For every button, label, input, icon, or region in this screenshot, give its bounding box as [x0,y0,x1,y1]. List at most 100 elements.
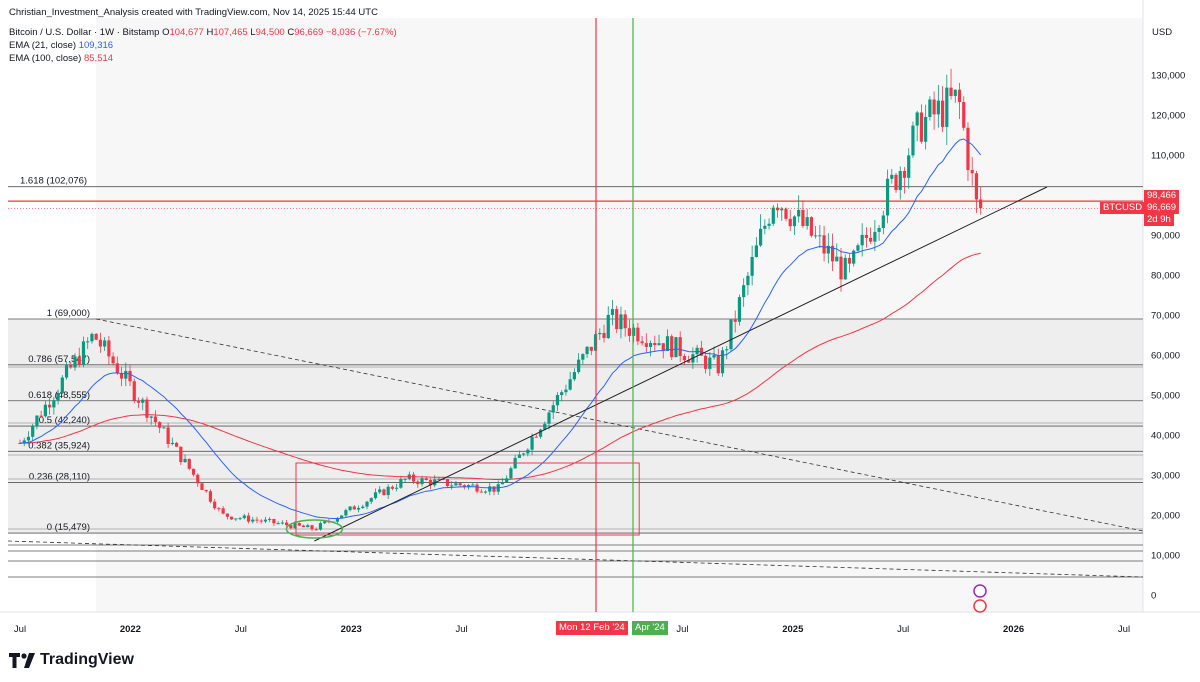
candle-body [538,429,543,437]
candle-body [852,250,856,264]
candle-body [957,89,962,103]
price-tick-label: 110,000 [1151,151,1185,162]
candle-body [970,170,974,174]
price-tick-label: 90,000 [1151,231,1180,242]
candle-body [230,516,234,520]
candle-body [670,336,674,358]
price-tick-label: 60,000 [1151,351,1180,362]
price-axis-currency[interactable]: USD [1152,27,1173,38]
candle-body [835,256,839,262]
candle-body [98,339,103,347]
candle-body [132,381,136,401]
candle-body [246,515,251,522]
candle-body [174,442,179,447]
tradingview-logo[interactable]: TradingView [9,651,134,669]
candle-body [615,309,619,330]
fib-level-label: 0.236 (28,110) [29,472,90,483]
fib-level-label: 1 (69,000) [47,308,90,319]
candle-body [124,370,128,379]
indicator-ema100-value: 85,514 [83,53,114,64]
candle-body [877,227,881,232]
candle-body [712,355,716,358]
candle-body [708,357,712,369]
candle-body [505,478,509,483]
candle-body [64,365,69,378]
price-tick-label: 80,000 [1151,271,1180,282]
candle-body [153,416,158,423]
fib-level-label: 0.786 (57,547) [28,354,90,365]
candle-body [335,518,339,522]
candle-body [378,489,382,493]
candle-body [932,99,936,115]
candle-body [928,99,932,117]
candle-body [348,506,352,511]
candle-body [416,481,420,485]
indicator-ema21-value: 109,316 [78,40,114,51]
candle-body [945,87,949,127]
symbol-tag: BTCUSD [1100,202,1146,214]
candle-body [754,245,758,257]
candle-body [306,525,310,528]
candle-body [890,174,894,179]
fib-level-label: 0.382 (35,924) [28,440,90,451]
candle-body [90,333,94,342]
candle-body [746,275,750,286]
candle-body [695,347,699,355]
dashed-trendline [7,540,1144,578]
candle-body [720,350,725,374]
candle-body [462,485,466,488]
indicator-ema21[interactable]: EMA (21, close) 109,316 [9,40,113,51]
candle-body [974,173,979,200]
candle-body [437,478,441,480]
candle-body [809,217,813,236]
candle-body [936,100,940,115]
candle-body [458,483,462,486]
ema21-line [19,138,982,519]
candle-body [577,359,581,373]
ohlc-high-label: H [206,27,214,38]
time-tick-label: Jul [897,624,909,635]
candle-body [466,485,471,488]
red-date-tag: Mon 12 Feb '24 [556,621,628,635]
candle-body [830,245,835,262]
candle-body [962,102,966,128]
candle-body [191,468,196,475]
candle-body [128,370,132,382]
price-tick-label: 20,000 [1151,511,1180,522]
candle-body [763,225,767,229]
candle-body [864,234,868,238]
candle-body [475,484,479,492]
candle-body [225,513,229,517]
candle-body [632,327,636,336]
candle-body [924,116,928,142]
candle-body [564,389,568,393]
candle-body [399,479,403,488]
candle-body [953,89,957,96]
candle-body [522,453,526,455]
symbol-name[interactable]: Bitcoin / U.S. Dollar · 1W · Bitstamp [9,27,160,38]
ohlc-high: 107,465 [213,27,248,38]
candle-body [843,257,847,280]
indicator-ema100[interactable]: EMA (100, close) 85,514 [9,53,113,64]
candle-body [289,525,293,529]
price-tick-label: 30,000 [1151,471,1180,482]
fib-level-label: 1.618 (102,076) [20,176,87,187]
ohlc-close: 96,669 [294,27,324,38]
candle-body [369,498,373,502]
event-icon [973,584,987,598]
candle-body [77,356,81,366]
candle-body [911,125,915,156]
candle-body [716,355,720,374]
candle-body [39,415,43,417]
price-tick-label: 130,000 [1151,71,1185,82]
candle-body [145,399,149,418]
candle-body [775,207,780,211]
time-tick-label: Jul [456,624,468,635]
candle-body [428,480,433,486]
candle-body [445,479,450,487]
green-date-tag: Apr '24 [632,621,668,635]
price-tick-label: 70,000 [1151,311,1180,322]
candle-body [784,208,788,219]
time-tick-label: 2026 [1003,624,1024,635]
